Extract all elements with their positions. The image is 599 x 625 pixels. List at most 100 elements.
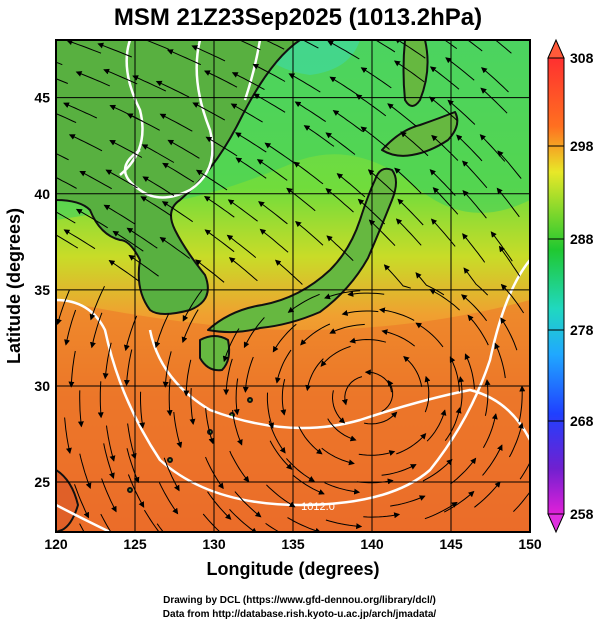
- streamline: [450, 457, 477, 485]
- hokkaido: [381, 111, 459, 157]
- streamline: [286, 458, 315, 482]
- streamline: [140, 196, 172, 217]
- streamline: [126, 113, 160, 131]
- streamline: [360, 126, 390, 150]
- streamline: [102, 342, 112, 380]
- streamline: [415, 272, 445, 296]
- streamline: [123, 349, 133, 386]
- streamline: [272, 323, 297, 353]
- streamline: [106, 425, 116, 462]
- streamline: [264, 40, 285, 50]
- streamline: [496, 187, 520, 218]
- streamline: [295, 220, 324, 246]
- streamline: [363, 512, 401, 519]
- streamline: [235, 157, 267, 179]
- ryukyu-island: [247, 397, 253, 403]
- lat-tick-label: 30: [34, 378, 50, 394]
- streamline: [156, 523, 164, 532]
- streamline: [229, 450, 250, 483]
- streamline: [234, 491, 262, 518]
- streamline: [158, 482, 179, 515]
- streamline: [444, 407, 462, 441]
- streamline: [329, 76, 361, 98]
- colorbar-top-triangle: [547, 38, 565, 59]
- streamline: [101, 478, 117, 513]
- streamline: [74, 484, 89, 519]
- streamline: [426, 409, 447, 442]
- streamline: [205, 408, 215, 445]
- streamline: [202, 513, 221, 532]
- streamline: [154, 313, 170, 349]
- streamline: [325, 132, 356, 155]
- streamline: [400, 131, 429, 157]
- streamline: [294, 101, 326, 123]
- streamline: [56, 234, 79, 249]
- streamline: [268, 420, 286, 454]
- streamline: [204, 229, 235, 253]
- streamline: [223, 358, 233, 396]
- streamline: [143, 509, 160, 532]
- colorbar-label: 278: [570, 322, 594, 338]
- longitude-tick-labels: 120 125 130 135 140 145 150: [44, 536, 542, 552]
- streamline: [422, 458, 453, 482]
- colorbar-label: 298: [570, 138, 594, 154]
- streamline: [367, 169, 396, 195]
- streamline: [387, 103, 417, 127]
- streamline: [360, 67, 392, 89]
- ryukyu-island: [167, 457, 173, 463]
- streamline: [56, 78, 68, 84]
- streamline: [166, 49, 202, 66]
- streamline: [393, 60, 425, 83]
- streamline: [498, 245, 521, 277]
- streamline: [162, 162, 195, 183]
- streamline: [480, 87, 508, 114]
- x-axis-label: Longitude (degrees): [206, 559, 379, 579]
- credit-data: Data from http://database.rish.kyoto-u.a…: [162, 609, 437, 620]
- streamline: [173, 411, 183, 449]
- streamline: [320, 345, 351, 367]
- streamline: [329, 323, 365, 334]
- y-axis-label: Latitude (degrees): [4, 208, 24, 364]
- streamline: [280, 378, 287, 416]
- taiwan: [56, 469, 79, 532]
- streamline: [167, 139, 200, 159]
- streamline: [479, 134, 506, 162]
- lon-tick-label: 145: [439, 536, 463, 552]
- contour-label: 1012.0: [301, 501, 335, 513]
- streamline: [259, 228, 289, 253]
- streamline: [228, 257, 258, 282]
- streamline: [355, 94, 387, 117]
- streamline: [227, 199, 258, 222]
- streamline: [298, 426, 323, 455]
- streamline: [155, 80, 190, 98]
- streamline: [347, 290, 385, 297]
- streamline: [403, 355, 423, 388]
- streamline: [100, 513, 112, 532]
- latitude-tick-labels: 25 30 35 40 45: [34, 90, 50, 490]
- streamline: [508, 422, 524, 458]
- streamline: [134, 40, 170, 50]
- streamline: [325, 188, 354, 213]
- lon-tick-label: 135: [281, 536, 305, 552]
- streamline: [429, 96, 458, 121]
- isobar: [119, 40, 144, 176]
- streamline: [182, 289, 203, 322]
- streamline: [431, 134, 459, 161]
- lon-tick-label: 120: [44, 536, 68, 552]
- streamline: [233, 378, 240, 416]
- streamline: [379, 307, 415, 321]
- streamline: [368, 219, 396, 246]
- streamline: [205, 136, 238, 157]
- streamline: [327, 40, 360, 60]
- streamline: [163, 457, 180, 492]
- streamline: [252, 63, 286, 82]
- streamline: [481, 67, 509, 93]
- streamline: [231, 72, 265, 91]
- streamline: [77, 390, 84, 428]
- streamline: [126, 227, 158, 249]
- streamline: [162, 351, 172, 388]
- lat-tick-label: 35: [34, 282, 50, 298]
- streamline: [456, 134, 483, 162]
- streamline: [292, 475, 325, 495]
